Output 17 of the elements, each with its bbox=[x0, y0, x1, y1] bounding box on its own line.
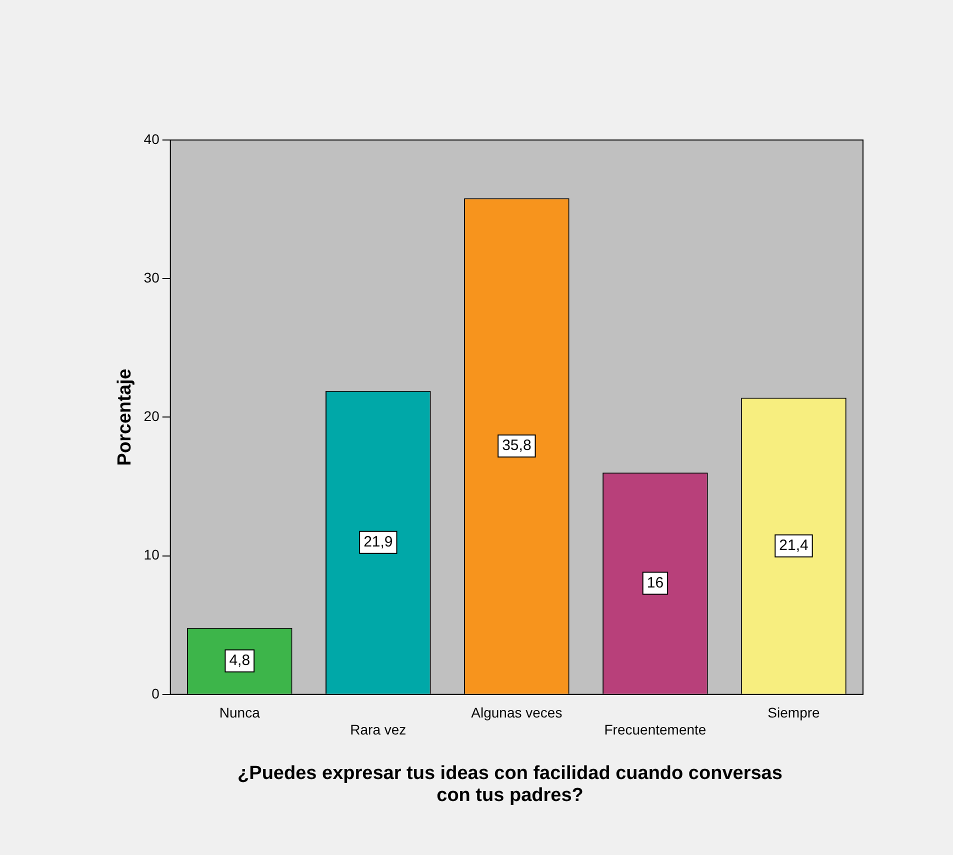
y-tick-label: 40 bbox=[144, 130, 160, 147]
data-label: 21,9 bbox=[364, 534, 393, 551]
data-label: 4,8 bbox=[229, 652, 250, 670]
x-tick-label: Frecuentemente bbox=[604, 721, 706, 738]
data-label: 16 bbox=[646, 574, 664, 592]
y-axis-title: Porcentaje bbox=[114, 368, 136, 466]
x-tick-label: Siempre bbox=[768, 704, 820, 721]
y-tick-label: 0 bbox=[152, 685, 160, 702]
y-tick-label: 10 bbox=[144, 546, 160, 563]
x-tick-label: Rara vez bbox=[350, 721, 406, 738]
data-label: 35,8 bbox=[502, 437, 532, 454]
y-tick-label: 20 bbox=[144, 408, 160, 424]
x-axis-title: ¿Puedes expresar tus ideas con facilidad cuando conversas con tus padres? bbox=[236, 763, 784, 807]
data-label: 21,4 bbox=[779, 536, 808, 554]
y-tick-label: 30 bbox=[144, 269, 160, 286]
x-tick-label: Nunca bbox=[219, 704, 260, 721]
x-tick-label: Algunas veces bbox=[471, 704, 562, 721]
